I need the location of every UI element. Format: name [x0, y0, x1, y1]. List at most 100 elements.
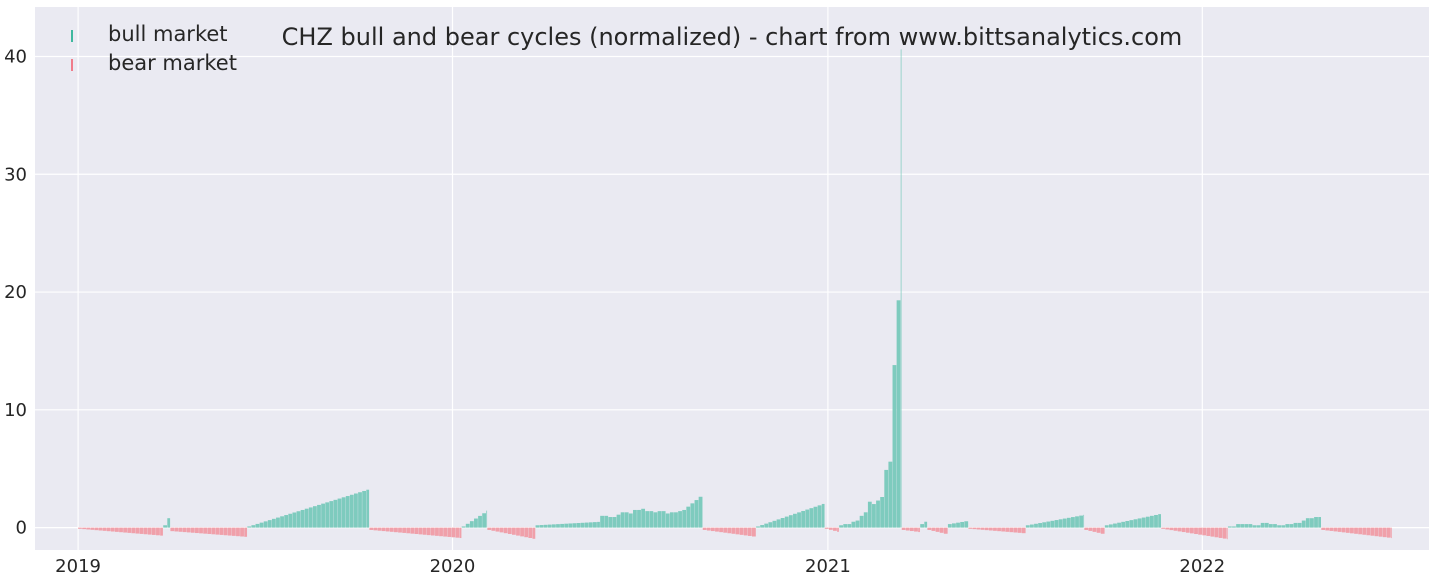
bear-bar-14 — [135, 527, 140, 534]
bull-bar-40 — [539, 525, 544, 528]
bull-market-bars — [163, 49, 1321, 528]
bull-bar-102 — [859, 515, 864, 528]
bear-bar-3 — [90, 527, 95, 530]
bear-bar-115 — [1021, 527, 1026, 534]
bear-bar-25 — [186, 527, 191, 533]
bear-bar-105 — [980, 527, 985, 530]
bear-bar-63 — [487, 527, 492, 530]
y-tick-label-1: 10 — [4, 400, 27, 421]
bear-bar-122 — [1165, 527, 1170, 530]
bear-bar-80 — [723, 527, 728, 533]
bear-bar-134 — [1214, 527, 1219, 538]
bull-bar-171 — [1318, 517, 1321, 528]
bull-bar-144 — [1141, 517, 1146, 528]
bull-bar-117 — [956, 522, 960, 528]
x-tick-label-2: 2021 — [805, 556, 851, 577]
bear-bar-101 — [943, 527, 948, 534]
bull-bar-85 — [776, 519, 781, 528]
bull-bar-124 — [1042, 522, 1047, 528]
bear-bar-60 — [451, 527, 456, 538]
bear-bar-61 — [455, 527, 460, 538]
bull-bar-88 — [788, 515, 793, 528]
bull-bar-61 — [624, 512, 629, 528]
bear-bar-83 — [735, 527, 740, 535]
bull-bar-140 — [1125, 520, 1130, 528]
bear-bar-9 — [115, 527, 119, 532]
bull-bar-79 — [698, 496, 703, 528]
bull-bar-32 — [461, 526, 466, 528]
bull-bar-26 — [345, 496, 350, 528]
bull-bar-101 — [855, 520, 860, 528]
bull-bar-21 — [325, 502, 330, 528]
bull-bar-129 — [1062, 518, 1067, 528]
bear-bar-68 — [507, 527, 512, 534]
bear-bar-148 — [1362, 527, 1367, 535]
bull-bar-104 — [867, 501, 872, 528]
bear-bar-121 — [1161, 527, 1166, 529]
plot-area — [35, 7, 1429, 550]
bull-bar-139 — [1121, 521, 1126, 528]
legend-marker-bear — [71, 59, 73, 71]
bull-bar-157 — [1260, 522, 1265, 528]
bull-bar-141 — [1129, 520, 1134, 528]
bull-bar-110 — [892, 365, 897, 528]
bull-bar-67 — [649, 511, 654, 528]
bull-bar-66 — [645, 511, 650, 528]
bull-bar-168 — [1305, 518, 1310, 528]
bear-bar-35 — [227, 527, 232, 536]
bull-bar-46 — [564, 523, 569, 528]
bear-bar-77 — [710, 527, 715, 532]
bull-bar-159 — [1268, 524, 1273, 528]
bear-bar-99 — [935, 527, 940, 532]
bull-bar-22 — [329, 501, 334, 528]
bear-bar-126 — [1181, 527, 1186, 533]
bear-bar-144 — [1345, 527, 1350, 533]
bull-bar-113 — [920, 524, 925, 528]
bull-bar-36 — [478, 515, 482, 528]
bear-bar-15 — [139, 527, 144, 534]
bear-bar-29 — [203, 527, 208, 534]
bull-bar-148 — [1158, 514, 1161, 528]
bull-bar-116 — [952, 523, 956, 528]
bear-bar-91 — [837, 527, 839, 532]
bear-bar-21 — [170, 527, 175, 532]
bull-bar-90 — [797, 512, 801, 528]
bull-bar-114 — [924, 521, 928, 528]
bear-bar-85 — [743, 527, 748, 536]
bear-bar-66 — [499, 527, 504, 533]
bull-bar-137 — [1113, 523, 1117, 528]
bear-bar-71 — [520, 527, 524, 537]
bull-bar-145 — [1145, 516, 1150, 528]
bull-bar-15 — [300, 509, 305, 528]
bear-bar-62 — [459, 527, 462, 539]
bear-bar-67 — [503, 527, 508, 534]
bull-bar-118 — [960, 521, 965, 528]
bull-bar-108 — [884, 469, 889, 528]
bear-bar-20 — [160, 527, 163, 536]
bear-bar-116 — [1084, 527, 1089, 530]
bear-bar-103 — [972, 527, 977, 530]
bear-bar-5 — [98, 527, 103, 531]
bull-bar-49 — [576, 523, 581, 528]
x-axis-tick-labels: 2019 2020 2021 2022 — [55, 556, 1225, 577]
x-tick-label-3: 2022 — [1179, 556, 1225, 577]
bear-bar-42 — [377, 527, 382, 531]
bull-bar-14 — [296, 511, 301, 528]
bull-bar-98 — [843, 524, 848, 528]
bear-bar-47 — [398, 527, 402, 533]
bull-bar-132 — [1075, 516, 1079, 528]
bull-bar-51 — [584, 522, 589, 528]
bull-bar-12 — [288, 513, 293, 528]
bear-bar-151 — [1374, 527, 1379, 537]
bull-bar-136 — [1108, 524, 1113, 528]
x-tick-label-1: 2020 — [430, 556, 476, 577]
bull-bar-78 — [694, 500, 699, 528]
bull-bar-158 — [1264, 522, 1269, 528]
bear-bar-28 — [199, 527, 203, 534]
bull-bar-72 — [669, 512, 674, 528]
bear-bar-73 — [528, 527, 533, 538]
bull-bar-7 — [267, 520, 272, 528]
bear-bar-143 — [1341, 527, 1346, 533]
bear-bar-129 — [1194, 527, 1198, 535]
x-tick-label-0: 2019 — [55, 556, 101, 577]
